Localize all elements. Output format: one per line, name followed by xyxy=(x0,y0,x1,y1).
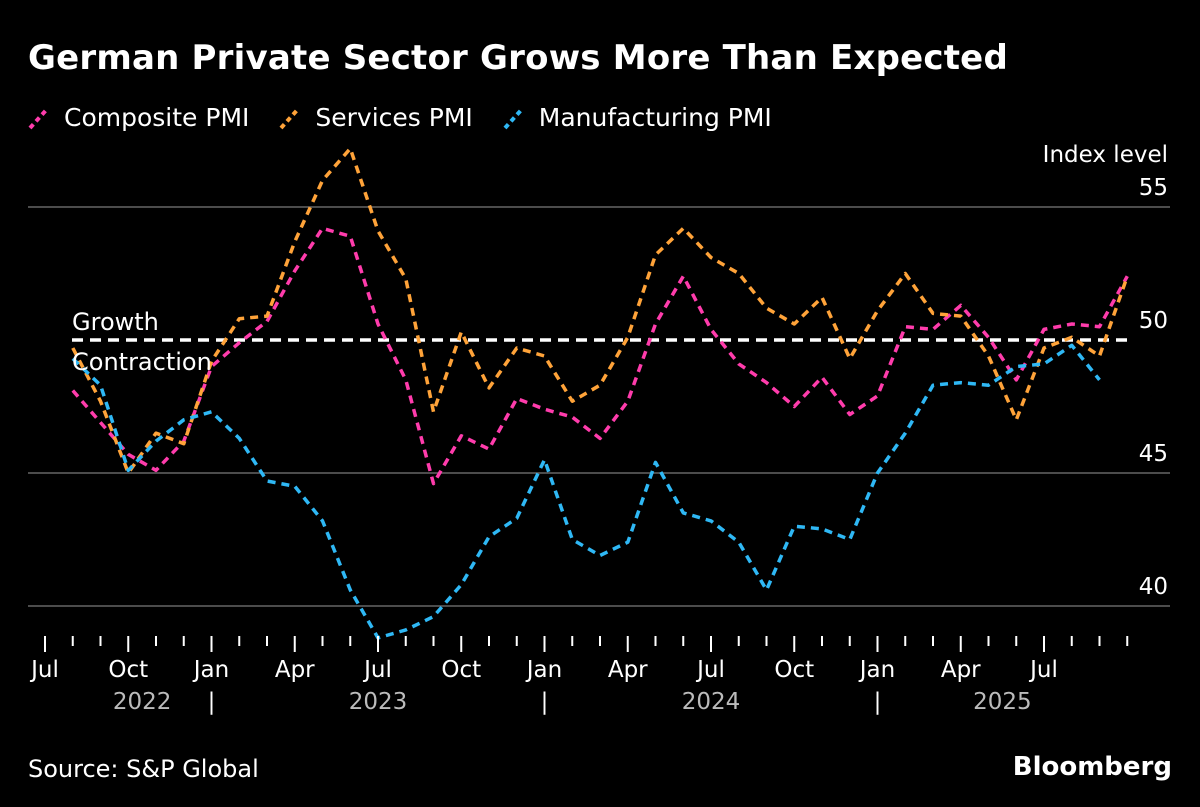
y-tick-label: 45 xyxy=(1139,441,1168,467)
legend-swatch-manufacturing xyxy=(503,106,525,129)
y-tick-label: 50 xyxy=(1139,308,1168,334)
legend-swatch-composite xyxy=(28,106,50,129)
year-separator: | xyxy=(208,689,216,715)
x-tick-label: Apr xyxy=(275,657,315,683)
x-tick-label: Apr xyxy=(941,657,981,683)
legend-item-manufacturing: Manufacturing PMI xyxy=(503,103,772,132)
year-label-2024: 2024 xyxy=(682,689,741,715)
x-tick-label: Jul xyxy=(362,657,392,683)
series-line-services-pmi xyxy=(71,146,1129,475)
x-tick-label: Jul xyxy=(29,657,59,683)
legend-label-manufacturing: Manufacturing PMI xyxy=(538,103,772,132)
source-note: Source: S&P Global xyxy=(28,755,259,783)
brand-logo: Bloomberg xyxy=(1012,752,1172,782)
year-separator: | xyxy=(541,689,549,715)
y-tick-label: 55 xyxy=(1139,175,1168,201)
x-tick-label: Jan xyxy=(525,657,562,683)
x-tick-label: Oct xyxy=(441,657,481,683)
y-tick-label: 40 xyxy=(1139,574,1168,600)
chart-title: German Private Sector Grows More Than Ex… xyxy=(28,38,1008,78)
x-tick-label: Jul xyxy=(695,657,725,683)
threshold-label-growth: Growth xyxy=(72,308,159,336)
year-separator: | xyxy=(874,689,882,715)
y-axis-title: Index level xyxy=(1043,142,1168,168)
legend-item-composite: Composite PMI xyxy=(28,103,249,132)
series-line-manufacturing-pmi xyxy=(71,343,1101,640)
legend-label-services: Services PMI xyxy=(315,103,473,132)
x-tick-label: Oct xyxy=(774,657,814,683)
year-label-2023: 2023 xyxy=(349,689,408,715)
legend-swatch-services xyxy=(279,106,301,129)
year-label-2025: 2025 xyxy=(973,689,1032,715)
series-line-composite-pmi xyxy=(71,226,1129,486)
x-tick-label: Apr xyxy=(608,657,648,683)
x-tick-label: Jan xyxy=(858,657,895,683)
x-tick-label: Jan xyxy=(192,657,229,683)
chart-legend: Composite PMI Services PMI Manufacturing… xyxy=(28,103,802,132)
legend-label-composite: Composite PMI xyxy=(64,103,250,132)
year-label-2022: 2022 xyxy=(113,689,172,715)
x-tick-label: Oct xyxy=(108,657,148,683)
threshold-label-contraction: Contraction xyxy=(72,348,212,376)
x-tick-label: Jul xyxy=(1028,657,1058,683)
legend-item-services: Services PMI xyxy=(279,103,473,132)
